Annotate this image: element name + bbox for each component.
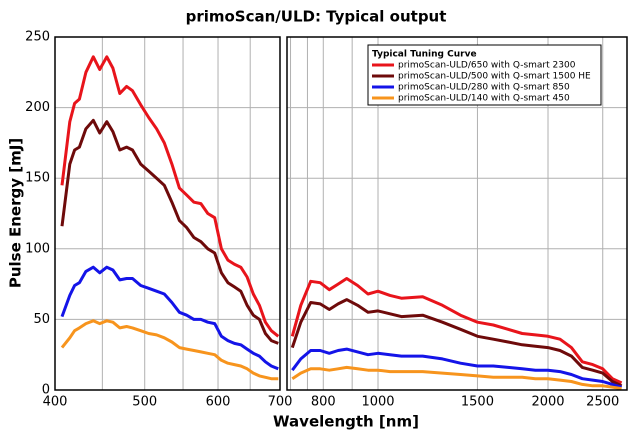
x-tick-label: 2000 <box>531 395 564 410</box>
x-tick-label: 800 <box>311 395 336 410</box>
legend-label: primoScan-ULD/500 with Q-smart 1500 HE <box>398 72 591 82</box>
line-series <box>60 265 279 371</box>
x-tick-label: 700 <box>268 395 293 410</box>
y-tick-label: 100 <box>25 241 50 256</box>
y-tick-label: 200 <box>25 100 50 115</box>
y-tick-label: 0 <box>42 383 50 398</box>
x-tick-label: 1000 <box>361 395 394 410</box>
x-tick-label: 1500 <box>461 395 494 410</box>
legend-box <box>367 44 602 106</box>
line-series <box>60 118 279 345</box>
legend-title: Typical Tuning Curve <box>372 50 477 60</box>
chart-title: primoScan/ULD: Typical output <box>186 8 447 26</box>
x-tick-label: 600 <box>206 395 231 410</box>
legend-label: primoScan-ULD/650 with Q-smart 2300 <box>398 61 576 71</box>
line-series <box>60 55 280 338</box>
legend-label: primoScan-ULD/140 with Q-smart 450 <box>398 94 570 104</box>
x-axis-label: Wavelength [nm] <box>273 413 419 431</box>
legend-label: primoScan-ULD/280 with Q-smart 850 <box>398 83 570 93</box>
plot-frame <box>286 36 628 391</box>
x-tick-label: 400 <box>43 395 68 410</box>
line-series <box>60 319 279 381</box>
line-series <box>290 277 623 385</box>
y-tick-label: 150 <box>25 171 50 186</box>
line-series <box>290 298 623 388</box>
y-axis-label: Pulse Energy [mJ] <box>7 138 25 288</box>
line-series <box>291 365 622 391</box>
y-tick-label: 50 <box>33 312 50 327</box>
plot-frame <box>54 36 281 391</box>
y-tick-label: 250 <box>25 30 50 45</box>
x-tick-label: 2500 <box>586 395 619 410</box>
line-series <box>291 347 623 389</box>
x-tick-label: 500 <box>132 395 157 410</box>
